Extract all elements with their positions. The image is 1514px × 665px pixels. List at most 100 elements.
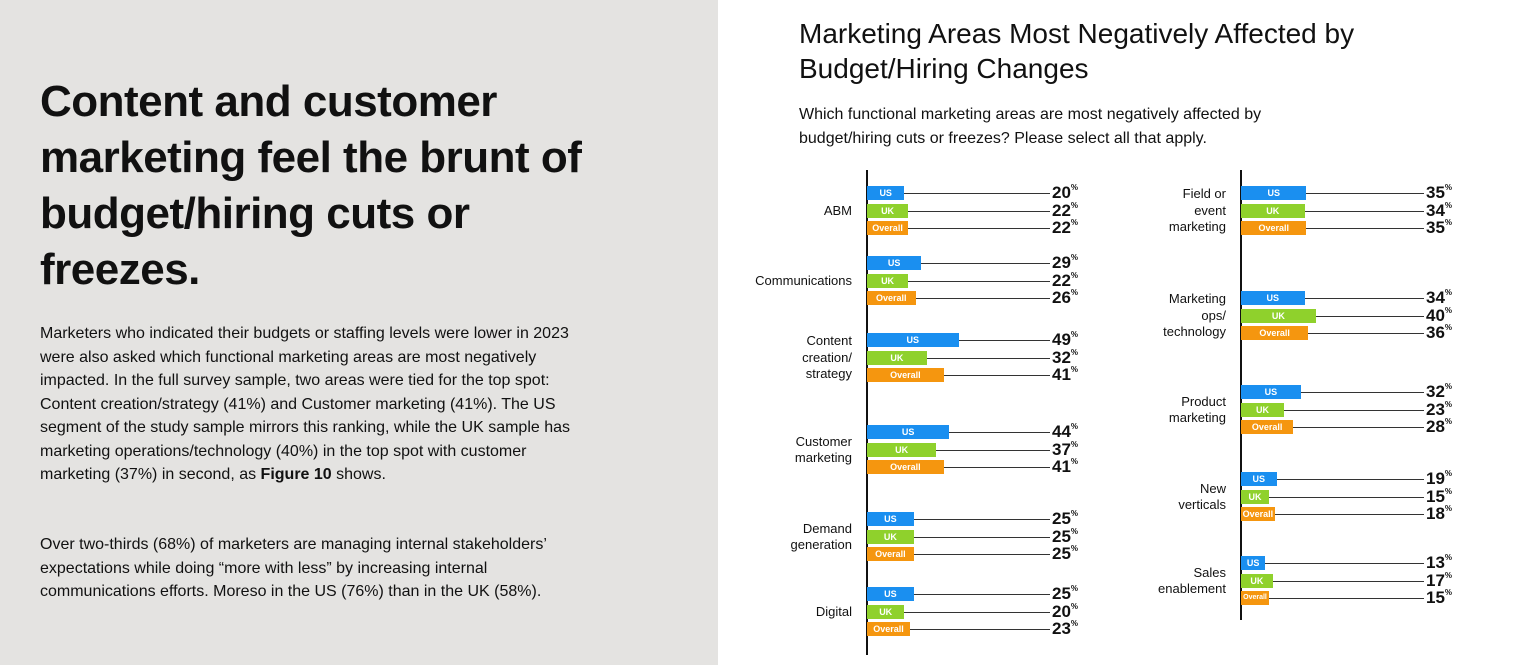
- value: 15: [1426, 486, 1445, 506]
- data-label: 22%: [1052, 200, 1079, 220]
- percent-sign: %: [1070, 544, 1079, 553]
- data-label: 17%: [1426, 570, 1452, 590]
- value: 49: [1052, 330, 1071, 349]
- value: 41: [1052, 365, 1071, 384]
- value: 17: [1426, 570, 1445, 590]
- percent-sign: %: [1070, 584, 1079, 593]
- leader-line: [913, 519, 1050, 521]
- leader-line: [926, 357, 1050, 359]
- category-label: Communications: [755, 272, 852, 288]
- bar-overall: Overall: [867, 460, 944, 474]
- category-label: Sales enablement: [1158, 564, 1226, 597]
- leader-line: [949, 432, 1050, 434]
- data-label: 41%: [1052, 365, 1079, 384]
- data-label: 41%: [1052, 457, 1079, 476]
- leader-line: [910, 629, 1050, 631]
- axis-line: [1240, 170, 1242, 620]
- category-label: Digital: [815, 603, 852, 619]
- headline: Content and customer marketing feel the …: [40, 77, 582, 294]
- value: 40: [1426, 305, 1445, 325]
- axis-line: [866, 170, 868, 655]
- leader-line: [1269, 496, 1424, 498]
- percent-sign: %: [1444, 382, 1453, 391]
- bar-uk: UK: [867, 273, 909, 288]
- percent-sign: %: [1070, 270, 1079, 280]
- data-label: 26%: [1052, 288, 1079, 307]
- category-label: ABM: [823, 202, 852, 218]
- leader-line: [1306, 193, 1424, 195]
- data-label: 40%: [1426, 305, 1453, 325]
- leader-line: [1304, 210, 1424, 212]
- leader-line: [908, 210, 1050, 212]
- percent-sign: %: [1070, 347, 1079, 357]
- percent-sign: %: [1444, 323, 1453, 332]
- value: 34: [1426, 288, 1445, 307]
- percent-sign: %: [1070, 200, 1079, 210]
- value: 26: [1052, 288, 1071, 307]
- percent-sign: %: [1444, 305, 1453, 315]
- percent-sign: %: [1444, 183, 1453, 192]
- bar-uk: UK: [867, 529, 914, 544]
- body-paragraph-2: Over two-thirds (68%) of marketers are m…: [40, 536, 547, 600]
- category-label: Product marketing: [1168, 393, 1226, 426]
- data-label: 35%: [1426, 219, 1452, 237]
- percent-sign: %: [1444, 288, 1453, 297]
- value: 44: [1052, 422, 1071, 441]
- leader-line: [1272, 580, 1424, 582]
- bar-uk: UK: [1241, 573, 1273, 588]
- bar-uk: UK: [867, 350, 927, 365]
- leader-line: [908, 280, 1050, 282]
- value: 25: [1052, 509, 1071, 528]
- value: 28: [1426, 417, 1445, 436]
- bar-us: US: [1241, 291, 1305, 305]
- bar-uk: UK: [1241, 402, 1284, 417]
- percent-sign: %: [1444, 399, 1453, 409]
- leader-line: [1265, 563, 1424, 565]
- percent-sign: %: [1070, 457, 1079, 466]
- data-label: 13%: [1426, 554, 1452, 572]
- value: 36: [1426, 323, 1445, 342]
- percent-sign: %: [1444, 200, 1453, 210]
- leader-line: [1306, 228, 1424, 230]
- leader-line: [1274, 514, 1424, 516]
- bar-overall: Overall: [867, 547, 914, 561]
- percent-sign: %: [1070, 288, 1079, 297]
- leader-line: [943, 467, 1050, 469]
- value: 20: [1052, 183, 1071, 202]
- category-label: New verticals: [1178, 480, 1226, 513]
- value: 35: [1426, 183, 1445, 202]
- value: 22: [1052, 200, 1071, 220]
- data-label: 19%: [1426, 470, 1452, 488]
- bar-uk: UK: [867, 604, 905, 619]
- body-paragraph-1: Marketers who indicated their budgets or…: [40, 322, 580, 487]
- bar-overall: Overall: [1241, 326, 1309, 340]
- percent-sign: %: [1070, 619, 1079, 628]
- percent-sign: %: [1070, 253, 1079, 262]
- percent-sign: %: [1444, 417, 1453, 426]
- category-label: Demand generation: [790, 520, 852, 553]
- bar-overall: Overall: [1241, 221, 1307, 235]
- data-label: 18%: [1426, 504, 1453, 523]
- value: 41: [1052, 457, 1071, 476]
- percent-sign: %: [1070, 365, 1079, 374]
- data-label: 25%: [1052, 509, 1078, 528]
- data-label: 34%: [1426, 288, 1453, 307]
- percent-sign: %: [1444, 504, 1453, 513]
- data-label: 25%: [1052, 527, 1078, 545]
- data-label: 15%: [1426, 589, 1452, 607]
- bar-overall: Overall: [867, 291, 916, 305]
- bar-overall: Overall: [1241, 507, 1275, 521]
- data-label: 25%: [1052, 584, 1079, 603]
- bar-uk: UK: [867, 203, 909, 218]
- paragraph-text: shows.: [331, 466, 386, 483]
- data-label: 22%: [1052, 219, 1078, 237]
- value: 32: [1052, 347, 1071, 367]
- bar-uk: UK: [1241, 308, 1316, 323]
- value: 25: [1052, 544, 1071, 563]
- bar-us: US: [1241, 472, 1277, 486]
- leader-line: [936, 449, 1050, 451]
- data-label: 15%: [1426, 486, 1452, 506]
- category-label: Marketing ops/ technology: [1163, 291, 1226, 340]
- bar-overall: Overall: [867, 622, 910, 636]
- bar-us: US: [867, 333, 959, 347]
